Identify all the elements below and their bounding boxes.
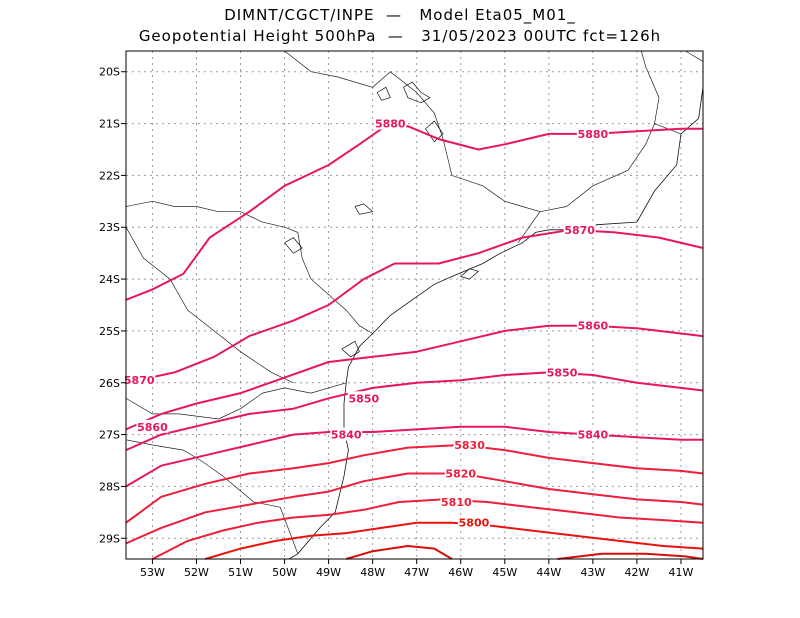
contour-label-5810: 5810 — [441, 496, 472, 509]
lat-tick-label: 24S — [99, 273, 120, 286]
contour-5800 — [205, 521, 704, 560]
lon-tick-label: 49W — [316, 566, 341, 579]
reservoir-outline — [284, 237, 303, 254]
lat-tick-label: 28S — [99, 480, 120, 493]
map-title-line-1: DIMNT/CGCT/INPE — Model Eta05_M01_ — [224, 6, 576, 24]
contour-label-5830: 5830 — [454, 439, 485, 452]
state-border — [125, 227, 294, 384]
contour-5850 — [125, 371, 704, 452]
contour-label-5850: 5850 — [547, 366, 578, 379]
contour-label-background — [563, 222, 596, 236]
reservoir-outline — [403, 81, 431, 104]
lon-tick-label: 48W — [360, 566, 385, 579]
lat-tick-label: 21S — [99, 118, 120, 131]
lat-tick-label: 25S — [99, 325, 120, 338]
lat-tick-label: 26S — [99, 377, 120, 390]
contour-label-background — [453, 437, 486, 451]
geographic-boundaries — [125, 50, 704, 560]
contour-label-background — [440, 494, 473, 508]
contour-label-5880: 5880 — [375, 118, 406, 131]
contour-5840 — [125, 425, 703, 488]
contour-label-5870: 5870 — [124, 374, 155, 387]
contour-label-5840: 5840 — [331, 429, 362, 442]
lon-tick-label: 47W — [404, 566, 429, 579]
contour-5810 — [151, 498, 704, 560]
lon-tick-label: 41W — [669, 566, 694, 579]
contour-label-background — [123, 373, 156, 387]
contour-label-background — [546, 365, 579, 379]
lat-tick-label: 22S — [99, 169, 120, 182]
contour-label-5820: 5820 — [445, 467, 476, 480]
lon-tick-label: 46W — [448, 566, 473, 579]
contour-lines — [125, 125, 704, 560]
bay-outline — [460, 268, 480, 280]
lon-tick-label: 53W — [140, 566, 165, 579]
contour-label-background — [136, 419, 169, 433]
lon-tick-label: 51W — [228, 566, 253, 579]
coastline — [288, 87, 704, 560]
reservoir-outline — [425, 120, 444, 143]
lat-tick-label: 23S — [99, 221, 120, 234]
lat-tick-label: 20S — [99, 66, 120, 79]
state-border — [284, 50, 541, 244]
contour-5870 — [125, 228, 704, 384]
state-border — [125, 439, 299, 554]
state-border — [125, 382, 347, 420]
lon-tick-label: 44W — [536, 566, 561, 579]
contour-label-5880: 5880 — [578, 128, 609, 141]
reservoir-outline — [354, 203, 374, 215]
lon-tick-label: 45W — [492, 566, 517, 579]
contour-label-background — [576, 126, 609, 140]
contour-label-background — [330, 427, 363, 441]
lat-tick-label: 27S — [99, 429, 120, 442]
contour-label-background — [444, 466, 477, 480]
contour-label-background — [576, 427, 609, 441]
contour-label-background — [576, 318, 609, 332]
contour-labels: 5880 5880 5870 5870 5860 5860 5850 5850 5840 5840… — [123, 116, 609, 530]
contour-5820 — [125, 472, 704, 545]
contour-label-5840: 5840 — [578, 429, 609, 442]
contour-5830 — [125, 444, 704, 524]
contour-label-5850: 5850 — [349, 392, 380, 405]
lon-tick-label: 50W — [272, 566, 297, 579]
state-border — [685, 50, 704, 62]
contour-label-background — [347, 391, 380, 405]
contour-5790 — [557, 552, 704, 560]
contour-label-5870: 5870 — [564, 224, 595, 237]
contour-5880 — [125, 125, 703, 301]
contour-label-5800: 5800 — [459, 517, 490, 530]
lon-tick-label: 52W — [184, 566, 209, 579]
reservoir-outline — [376, 86, 391, 101]
state-border — [640, 50, 660, 124]
contour-5860 — [125, 324, 704, 431]
map-frame — [125, 50, 704, 560]
state-border — [125, 200, 373, 334]
bay-outline — [341, 340, 360, 358]
contour-5790 — [345, 545, 453, 560]
lon-tick-label: 42W — [624, 566, 649, 579]
state-border — [539, 123, 682, 213]
contour-label-background — [374, 116, 407, 130]
contour-label-5860: 5860 — [137, 421, 168, 434]
contour-label-background — [457, 515, 490, 529]
axis-tick-labels: 53W 52W 51W 50W 49W 48W 47W 46W 45W 44W 43W 42W 41W 2… — [99, 66, 694, 579]
contour-label-5860: 5860 — [578, 320, 609, 333]
map-title-line-2: Geopotential Height 500hPa — 31/05/2023 … — [138, 27, 662, 45]
lat-tick-label: 29S — [99, 532, 120, 545]
lon-tick-label: 43W — [580, 566, 605, 579]
